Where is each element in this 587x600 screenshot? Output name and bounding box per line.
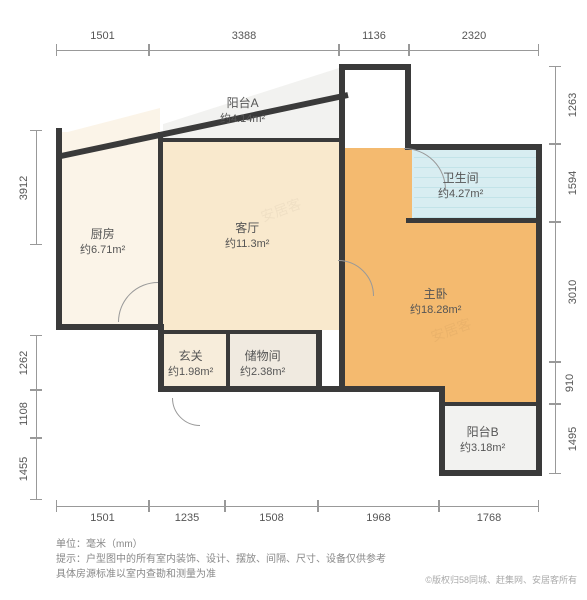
room-area: 约4.27m² — [438, 187, 483, 202]
room-area: 约3.18m² — [460, 441, 505, 456]
room-name: 客厅 — [225, 220, 269, 237]
room-area: 约2.38m² — [240, 365, 285, 380]
dimension-v: 1455 — [16, 438, 50, 500]
wall — [339, 386, 445, 392]
room-name: 卫生间 — [438, 170, 483, 187]
dimension-h: 2320 — [409, 30, 539, 58]
label-balcony-a: 阳台A 约4.14m² — [220, 95, 265, 127]
floorplan-container: 阳台A 约4.14m² 厨房 约6.71m² 客厅 约11.3m² 卫生间 约4… — [0, 0, 587, 600]
dimension-v: 3912 — [16, 130, 50, 245]
dimension-h: 1136 — [339, 30, 409, 58]
room-area: 约6.71m² — [80, 243, 125, 258]
room-name: 阳台B — [460, 424, 505, 441]
room-kitchen-slant — [60, 108, 160, 134]
label-bathroom: 卫生间 约4.27m² — [438, 170, 483, 202]
copyright-text: ©版权归58同城、赶集网、安居客所有 — [425, 573, 577, 586]
wall — [406, 218, 540, 223]
dimension-h: 1501 — [56, 30, 149, 58]
dimension-h: 1501 — [56, 498, 149, 526]
wall — [56, 324, 162, 330]
wall — [339, 64, 345, 230]
dims-top: 1501 3388 1136 2320 — [0, 30, 587, 60]
room-area: 约18.28m² — [410, 303, 461, 318]
label-bedroom: 主卧 约18.28m² — [410, 286, 461, 318]
label-storage: 储物间 约2.38m² — [240, 348, 285, 380]
dimension-h: 1235 — [149, 498, 225, 526]
wall — [439, 386, 445, 474]
wall — [158, 386, 320, 392]
dims-left: 3912 1262 1108 1455 — [16, 0, 52, 600]
wall — [316, 330, 322, 390]
footer-note: 具体房源标准以室内查勘和测量为准 — [56, 567, 386, 582]
wall — [439, 470, 541, 476]
footer-unit: 单位：毫米（mm） — [56, 537, 386, 552]
dimension-h: 1768 — [439, 498, 539, 526]
wall — [405, 64, 411, 148]
label-living: 客厅 约11.3m² — [225, 220, 269, 252]
dimension-h: 1508 — [225, 498, 318, 526]
room-name: 阳台A — [220, 95, 265, 112]
dimension-h: 1968 — [318, 498, 439, 526]
dimension-v: 1108 — [16, 390, 50, 438]
dims-bottom: 1501 1235 1508 1968 1768 — [0, 498, 587, 528]
room-area: 约1.98m² — [168, 365, 213, 380]
wall — [226, 330, 230, 388]
wall — [536, 144, 542, 366]
room-name: 玄关 — [168, 348, 213, 365]
dimension-v: 1495 — [543, 404, 577, 474]
wall — [339, 224, 345, 392]
dimension-v: 1594 — [543, 144, 577, 222]
dimension-v: 910 — [543, 362, 577, 404]
dimension-v: 3010 — [543, 222, 577, 362]
footer-hint: 提示：户型图中的所有室内装饰、设计、摆放、间隔、尺寸、设备仅供参考 — [56, 552, 386, 567]
dimension-h: 3388 — [149, 30, 339, 58]
label-kitchen: 厨房 约6.71m² — [80, 226, 125, 258]
dims-right: 1263 1594 3010 910 1495 — [543, 0, 579, 600]
room-name: 主卧 — [410, 286, 461, 303]
wall — [440, 402, 540, 406]
wall — [536, 362, 542, 476]
label-balcony-b: 阳台B 约3.18m² — [460, 424, 505, 456]
room-name: 厨房 — [80, 226, 125, 243]
room-area: 约4.14m² — [220, 112, 265, 127]
wall — [158, 132, 163, 328]
label-foyer: 玄关 约1.98m² — [168, 348, 213, 380]
wall — [339, 64, 409, 70]
room-name: 储物间 — [240, 348, 285, 365]
room-bedroom-lower — [444, 362, 540, 404]
footer-text: 单位：毫米（mm） 提示：户型图中的所有室内装饰、设计、摆放、间隔、尺寸、设备仅… — [56, 537, 386, 582]
wall — [160, 330, 320, 334]
room-area: 约11.3m² — [225, 237, 269, 252]
dimension-v: 1262 — [16, 335, 50, 390]
wall — [405, 144, 542, 150]
dimension-v: 1263 — [543, 66, 577, 144]
wall — [160, 138, 340, 142]
